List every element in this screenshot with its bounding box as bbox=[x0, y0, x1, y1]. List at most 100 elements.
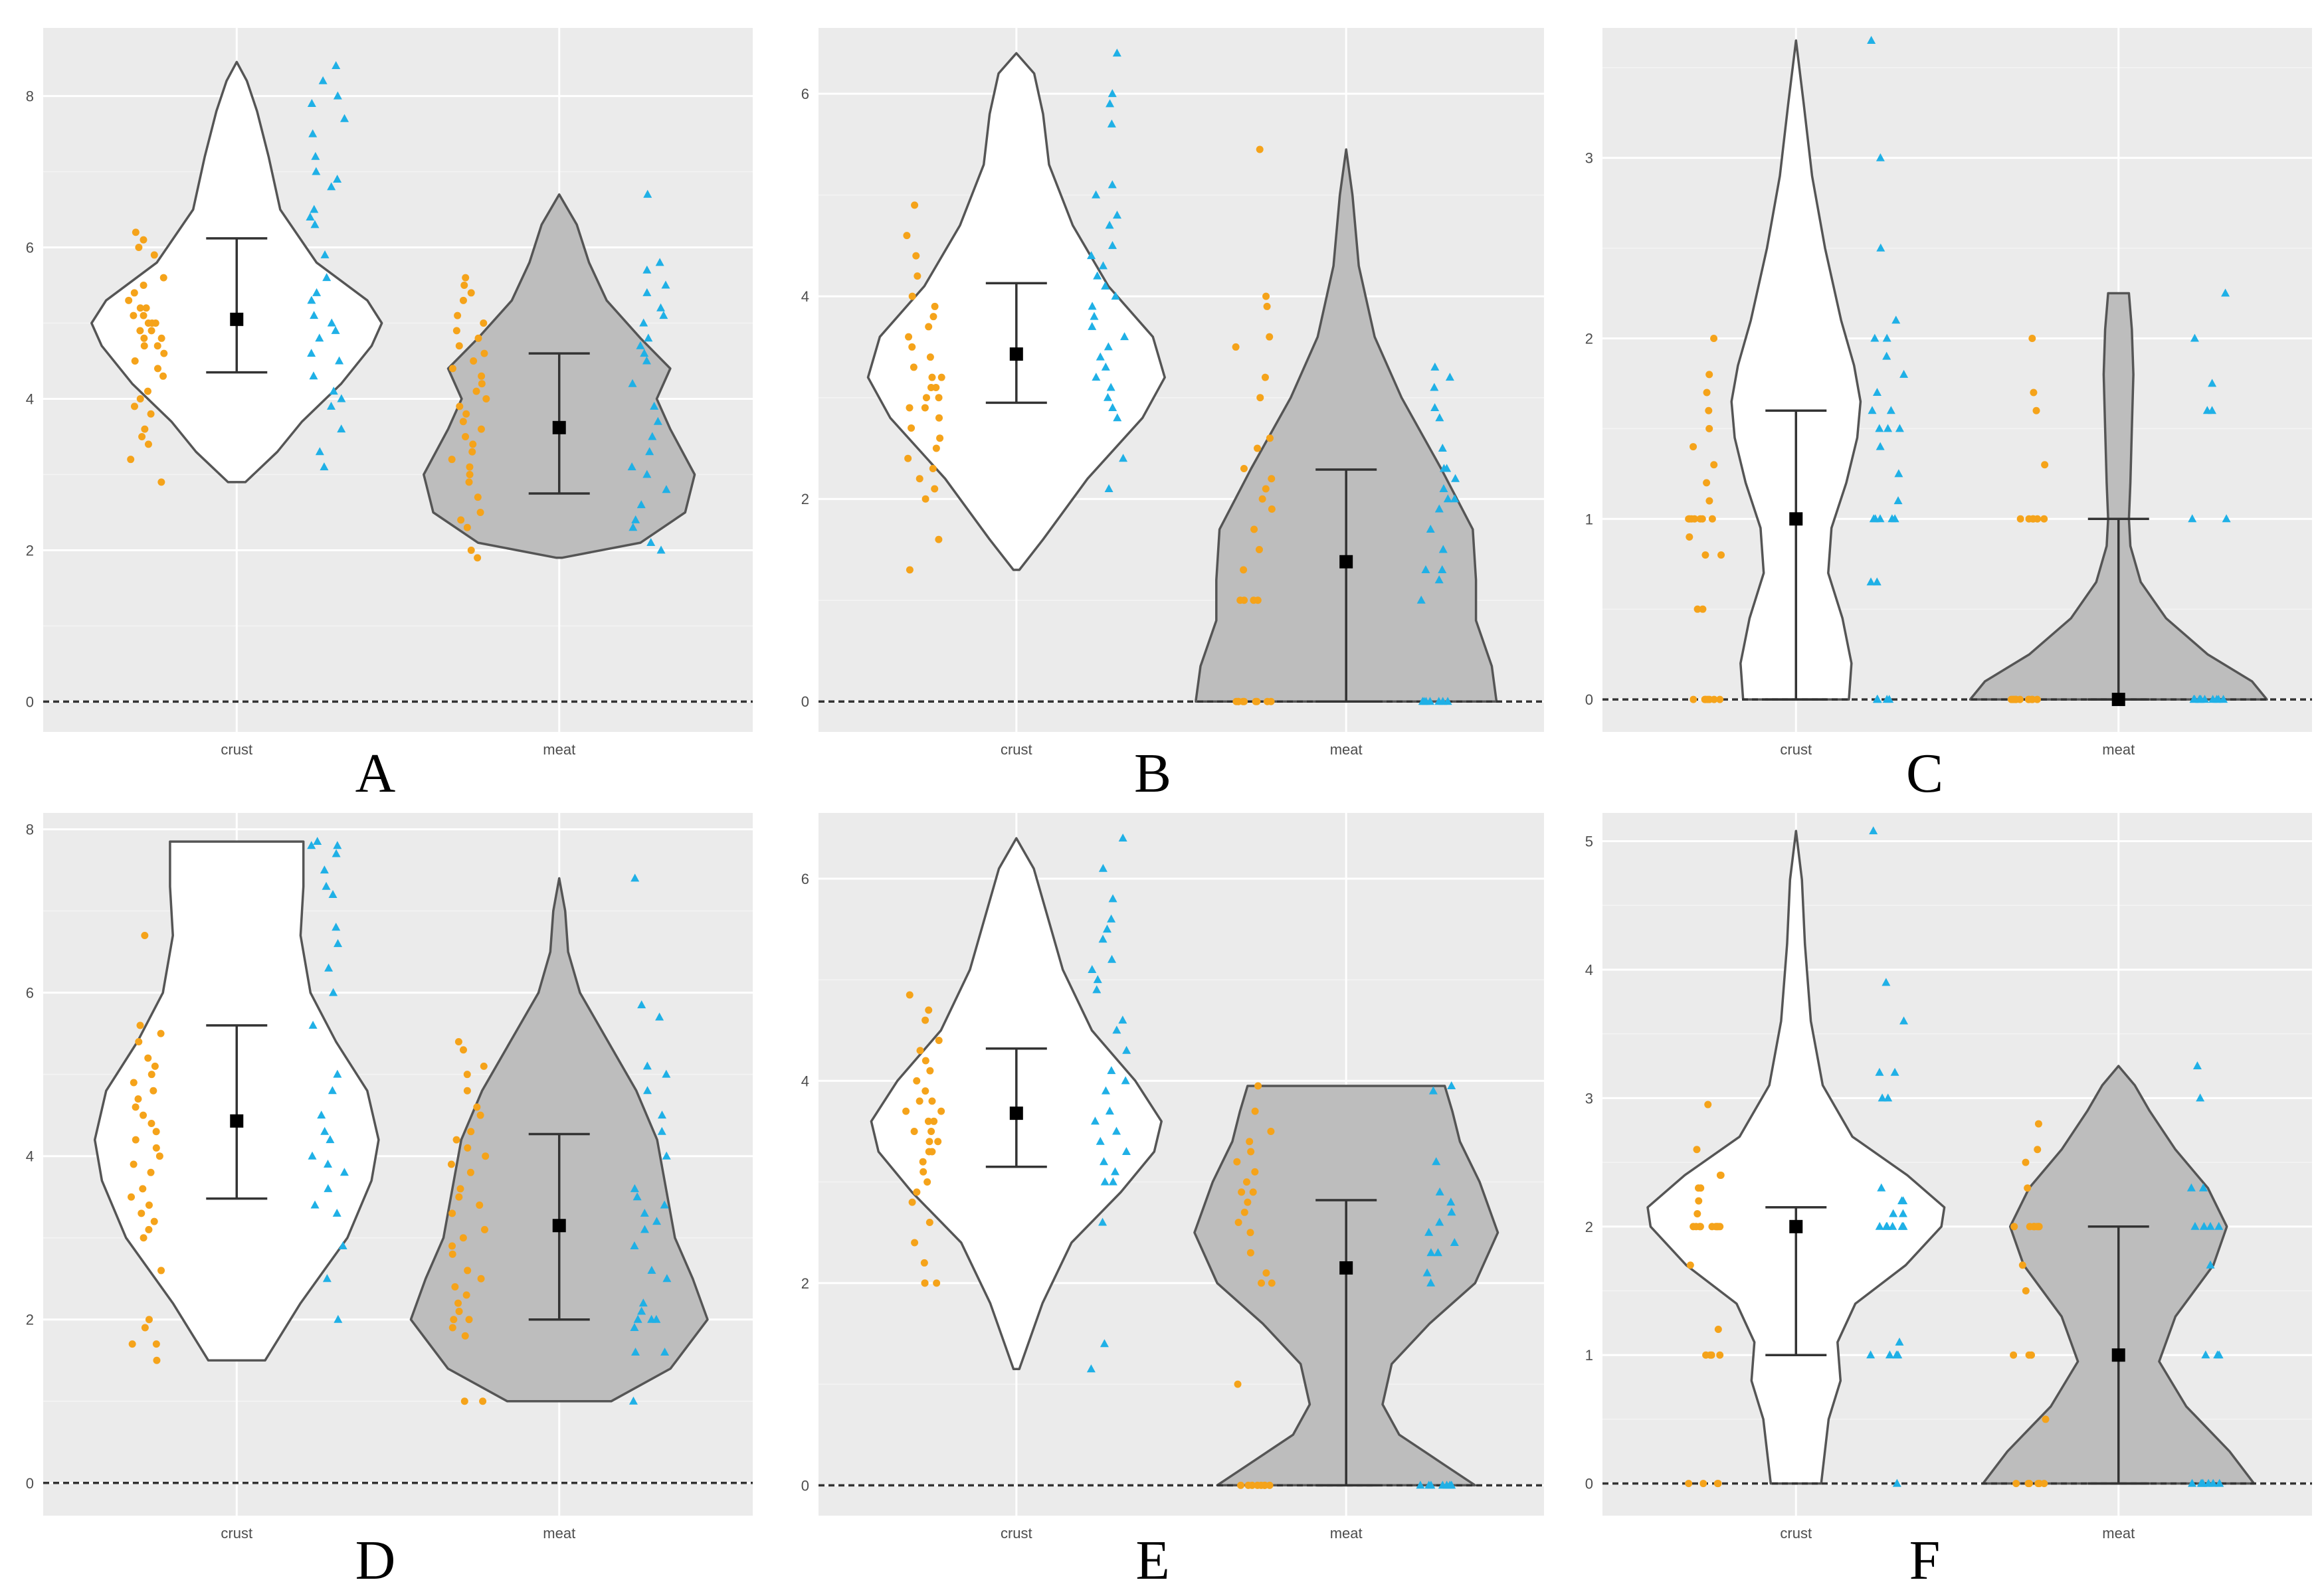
data-point-orange bbox=[1240, 1208, 1248, 1216]
x-tick-label-meat: meat bbox=[2102, 741, 2135, 758]
data-point-orange bbox=[462, 410, 470, 418]
data-point-blue bbox=[1884, 424, 1893, 432]
data-point-blue bbox=[1447, 1207, 1456, 1216]
data-point-blue bbox=[327, 318, 336, 327]
data-point-blue bbox=[1100, 1177, 1110, 1186]
mean-marker-crust bbox=[1009, 347, 1023, 361]
data-point-blue bbox=[1087, 251, 1096, 260]
data-point-blue bbox=[2222, 514, 2231, 523]
data-point-orange bbox=[910, 1128, 918, 1136]
data-point-orange bbox=[1263, 302, 1271, 310]
data-point-orange bbox=[921, 1016, 929, 1024]
data-point-orange bbox=[145, 1225, 153, 1233]
data-point-blue bbox=[307, 296, 316, 304]
panel-letter: B bbox=[1134, 743, 1171, 804]
data-point-orange bbox=[1240, 566, 1248, 574]
data-point-orange bbox=[474, 334, 482, 342]
data-point-blue bbox=[1450, 1237, 1459, 1246]
data-point-blue bbox=[1103, 393, 1112, 401]
data-point-blue bbox=[333, 841, 342, 849]
data-point-orange bbox=[1266, 434, 1274, 442]
data-point-orange bbox=[149, 1087, 157, 1095]
data-point-orange bbox=[135, 244, 143, 252]
data-point-blue bbox=[1876, 153, 1885, 161]
data-point-orange bbox=[925, 1219, 933, 1227]
data-point-orange bbox=[2034, 1146, 2042, 1154]
data-point-blue bbox=[2206, 1260, 2215, 1269]
data-point-blue bbox=[1445, 1480, 1454, 1489]
data-point-blue bbox=[1895, 1337, 1904, 1346]
data-point-orange bbox=[150, 1217, 158, 1225]
data-point-blue bbox=[1096, 1136, 1105, 1145]
data-point-blue bbox=[311, 151, 320, 160]
data-point-blue bbox=[307, 349, 316, 357]
data-point-blue bbox=[1895, 424, 1904, 432]
data-point-blue bbox=[1450, 494, 1460, 503]
data-point-orange bbox=[1250, 525, 1258, 533]
data-point-blue bbox=[1098, 934, 1108, 943]
data-point-orange bbox=[1690, 695, 1697, 703]
data-point-orange bbox=[159, 372, 167, 380]
y-tick-label: 3 bbox=[1585, 1090, 1593, 1107]
data-point-blue bbox=[340, 114, 349, 122]
data-point-orange bbox=[464, 1267, 472, 1275]
data-point-orange bbox=[456, 1185, 464, 1193]
y-tick-label: 2 bbox=[801, 491, 809, 507]
data-point-blue bbox=[643, 1086, 652, 1095]
data-point-blue bbox=[326, 401, 336, 410]
data-point-orange bbox=[140, 334, 148, 342]
data-point-orange bbox=[466, 1168, 474, 1176]
data-point-blue bbox=[1882, 1221, 1891, 1230]
data-point-blue bbox=[1119, 454, 1128, 462]
data-point-blue bbox=[1112, 211, 1121, 219]
data-point-orange bbox=[155, 1152, 163, 1160]
data-point-blue bbox=[1443, 494, 1452, 503]
x-tick-label-crust: crust bbox=[1001, 1525, 1032, 1542]
data-point-orange bbox=[1250, 596, 1258, 604]
data-point-blue bbox=[308, 1020, 318, 1029]
data-point-orange bbox=[921, 1087, 929, 1095]
data-point-blue bbox=[320, 462, 329, 471]
data-point-blue bbox=[339, 1168, 349, 1176]
data-point-blue bbox=[2208, 1478, 2218, 1487]
data-point-orange bbox=[1258, 495, 1266, 503]
data-point-orange bbox=[911, 1239, 919, 1247]
data-point-orange bbox=[468, 448, 476, 456]
data-point-blue bbox=[640, 349, 649, 357]
data-point-orange bbox=[152, 1144, 160, 1152]
data-point-orange bbox=[2012, 695, 2020, 703]
data-point-orange bbox=[919, 1168, 927, 1176]
data-point-blue bbox=[1451, 474, 1460, 482]
data-point-orange bbox=[926, 1067, 934, 1075]
data-point-blue bbox=[630, 1184, 639, 1192]
x-tick-label-meat: meat bbox=[1330, 1525, 1363, 1542]
data-point-orange bbox=[928, 1097, 936, 1105]
data-point-orange bbox=[1261, 373, 1269, 381]
data-point-blue bbox=[1867, 36, 1876, 44]
data-point-orange bbox=[147, 1071, 155, 1079]
data-point-blue bbox=[322, 881, 331, 890]
y-tick-label: 0 bbox=[26, 693, 34, 710]
data-point-orange bbox=[1699, 1480, 1707, 1488]
data-point-orange bbox=[141, 932, 149, 940]
y-tick-label: 6 bbox=[801, 871, 809, 887]
data-point-orange bbox=[910, 363, 918, 371]
data-point-orange bbox=[477, 1275, 485, 1283]
data-point-orange bbox=[476, 1111, 484, 1119]
data-point-blue bbox=[1096, 352, 1105, 361]
data-point-orange bbox=[140, 1111, 147, 1119]
data-point-orange bbox=[2022, 1287, 2030, 1295]
data-point-orange bbox=[467, 546, 475, 554]
data-point-blue bbox=[1446, 1197, 1456, 1206]
data-point-orange bbox=[1703, 389, 1711, 397]
data-point-orange bbox=[136, 327, 144, 335]
data-point-orange bbox=[470, 357, 478, 365]
data-point-blue bbox=[662, 1151, 671, 1160]
data-point-orange bbox=[454, 1299, 462, 1307]
data-point-blue bbox=[2214, 695, 2223, 703]
plot-background bbox=[1602, 28, 2312, 732]
data-point-orange bbox=[1240, 697, 1248, 705]
data-point-blue bbox=[324, 963, 334, 972]
data-point-orange bbox=[140, 282, 147, 290]
data-point-orange bbox=[1262, 292, 1270, 300]
